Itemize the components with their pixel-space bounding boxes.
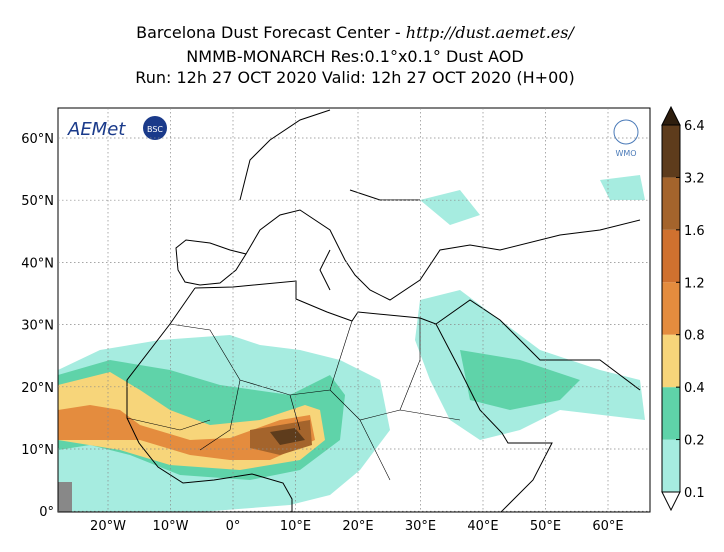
- axes: 60°N 50°N 40°N 30°N 20°N 10°N 0° 20°W 10°W 0° 10°E…: [21, 108, 650, 534]
- lon-label: 10°W: [153, 519, 189, 534]
- colorbar-tick-label: 0.2: [684, 434, 705, 449]
- lat-label: 40°N: [21, 256, 54, 271]
- lon-label: 60°E: [592, 519, 623, 534]
- colorbar-tick-label: 0.4: [684, 381, 705, 396]
- title-line-1: Barcelona Dust Forecast Center - http://…: [136, 23, 575, 42]
- colorbar-tick-label: 6.4: [684, 119, 705, 134]
- colorbar-band: [662, 177, 680, 230]
- dust-field-low: [420, 175, 645, 225]
- map-area: [58, 108, 650, 512]
- colorbar-tick-label: 0.8: [684, 329, 705, 344]
- lon-label: 40°E: [467, 519, 498, 534]
- colorbar-tick-label: 0.1: [684, 486, 705, 501]
- colorbar-tick-label: 1.2: [684, 276, 705, 291]
- lat-label: 10°N: [21, 443, 54, 458]
- lon-label: 50°E: [530, 519, 561, 534]
- lon-label: 20°E: [342, 519, 373, 534]
- title-url: http://dust.aemet.es/: [406, 23, 576, 42]
- bsc-logo-mark: [143, 116, 167, 140]
- colorbar-band: [662, 282, 680, 335]
- lat-label: 0°: [39, 505, 54, 520]
- bsc-logo: BSC: [147, 125, 163, 134]
- lat-label: 30°N: [21, 319, 54, 334]
- colorbar-over: [661, 105, 681, 126]
- colorbar-band: [662, 125, 680, 178]
- coastline: [175, 109, 641, 391]
- colorbar: 0.1 0.2 0.4 0.8 1.2 1.6 3.2 6.4: [661, 105, 705, 512]
- wmo-logo-mark: [613, 119, 639, 145]
- map-frame: [57, 107, 651, 513]
- colorbar-under: [661, 491, 681, 512]
- lat-label: 50°N: [21, 194, 54, 209]
- wmo-logo: WMO: [615, 149, 636, 158]
- missing-data: [58, 482, 72, 512]
- title-text: Barcelona Dust Forecast Center -: [136, 23, 406, 42]
- lon-label: 30°E: [405, 519, 436, 534]
- lon-label: 10°E: [280, 519, 311, 534]
- aemet-logo: AEMet: [67, 119, 126, 140]
- colorbar-frame: [661, 124, 681, 493]
- colorbar-band: [662, 229, 680, 283]
- colorbar-tick-label: 3.2: [684, 171, 705, 186]
- colorbar-band: [662, 439, 680, 492]
- lat-label: 60°N: [21, 132, 54, 147]
- colorbar-band: [662, 387, 680, 440]
- title-line-2: NMMB-MONARCH Res:0.1°x0.1° Dust AOD: [186, 47, 523, 66]
- coastline: [126, 280, 553, 512]
- lon-label: 20°W: [90, 519, 126, 534]
- dust-field-peak: [270, 428, 305, 445]
- country-border: [126, 318, 461, 481]
- lon-label: 0°: [226, 519, 241, 534]
- lat-label: 20°N: [21, 381, 54, 396]
- colorbar-tick-label: 1.6: [684, 224, 705, 239]
- colorbar-band: [662, 334, 680, 388]
- title-line-3: Run: 12h 27 OCT 2020 Valid: 12h 27 OCT 2…: [135, 68, 574, 87]
- dust-field-medium: [460, 350, 580, 410]
